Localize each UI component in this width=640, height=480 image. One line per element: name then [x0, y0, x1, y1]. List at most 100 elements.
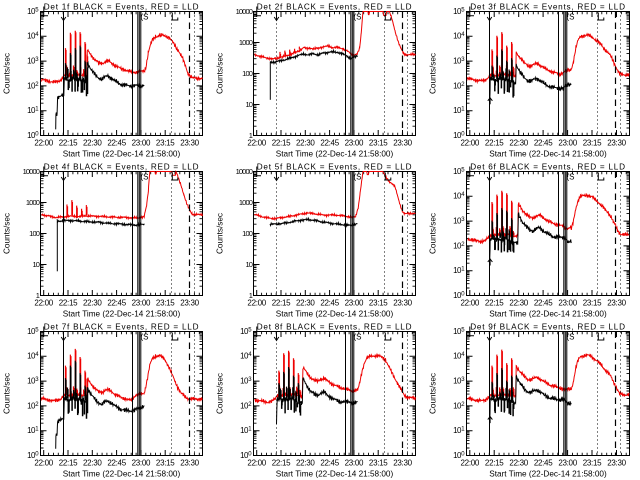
svg-text:23:15: 23:15 — [156, 299, 175, 308]
svg-text:23:00: 23:00 — [345, 459, 364, 468]
svg-text:Det 6f BLACK = Events, RED = L: Det 6f BLACK = Events, RED = LLD — [470, 163, 626, 172]
svg-text:1: 1 — [249, 291, 253, 300]
svg-text:10: 10 — [27, 131, 36, 140]
svg-text:23:30: 23:30 — [393, 139, 412, 148]
svg-text:Start Time (22-Dec-14 21:58:00: Start Time (22-Dec-14 21:58:00) — [489, 310, 607, 319]
svg-text:10000: 10000 — [23, 167, 40, 176]
svg-text:23:15: 23:15 — [583, 139, 602, 148]
svg-text:22:30: 22:30 — [296, 459, 315, 468]
svg-text:0: 0 — [35, 131, 39, 137]
svg-text:22:30: 22:30 — [83, 139, 102, 148]
svg-text:1000: 1000 — [239, 38, 253, 47]
svg-text:3: 3 — [461, 217, 465, 223]
svg-text:1: 1 — [461, 107, 465, 113]
svg-text:(S: (S — [141, 13, 149, 22]
svg-text:10: 10 — [453, 266, 462, 275]
svg-text:10: 10 — [453, 131, 462, 140]
svg-text:23:30: 23:30 — [607, 299, 626, 308]
svg-text:23:00: 23:00 — [132, 139, 151, 148]
svg-text:22:30: 22:30 — [509, 299, 528, 308]
svg-text:5: 5 — [461, 167, 465, 173]
svg-text:22:00: 22:00 — [461, 299, 480, 308]
svg-text:(S: (S — [567, 333, 575, 342]
svg-text:22:15: 22:15 — [485, 299, 504, 308]
svg-text:10: 10 — [453, 451, 462, 460]
svg-text:0: 0 — [35, 451, 39, 457]
svg-text:4: 4 — [461, 352, 465, 358]
svg-text:Det 1f BLACK = Events, RED = L: Det 1f BLACK = Events, RED = LLD — [44, 3, 200, 12]
svg-text:Det 4f BLACK = Events, RED = L: Det 4f BLACK = Events, RED = LLD — [44, 163, 200, 172]
svg-text:22:45: 22:45 — [320, 299, 339, 308]
svg-text:23:00: 23:00 — [558, 459, 577, 468]
svg-text:10: 10 — [453, 426, 462, 435]
svg-text:23:15: 23:15 — [369, 299, 388, 308]
svg-text:10: 10 — [27, 377, 36, 386]
svg-text:(S: (S — [567, 13, 575, 22]
svg-text:23:15: 23:15 — [369, 139, 388, 148]
svg-text:Det 5f BLACK = Events, RED = L: Det 5f BLACK = Events, RED = LLD — [257, 163, 413, 172]
svg-text:22:00: 22:00 — [34, 459, 53, 468]
svg-text:23:00: 23:00 — [132, 459, 151, 468]
svg-text:22:45: 22:45 — [107, 299, 126, 308]
svg-text:Det 7f BLACK = Events, RED = L: Det 7f BLACK = Events, RED = LLD — [44, 323, 200, 332]
svg-text:Counts/sec: Counts/sec — [429, 53, 438, 94]
svg-text:10: 10 — [453, 217, 462, 226]
svg-text:10: 10 — [453, 57, 462, 66]
svg-text:10: 10 — [32, 260, 39, 269]
svg-text:3: 3 — [461, 377, 465, 383]
svg-text:(S: (S — [567, 173, 575, 182]
svg-text:23:00: 23:00 — [132, 299, 151, 308]
svg-text:22:15: 22:15 — [272, 459, 291, 468]
svg-text:10: 10 — [453, 241, 462, 250]
svg-text:100: 100 — [242, 69, 253, 78]
svg-text:2: 2 — [35, 82, 39, 88]
svg-text:Start Time (22-Dec-14 21:58:00: Start Time (22-Dec-14 21:58:00) — [63, 470, 181, 479]
svg-text:2: 2 — [461, 82, 465, 88]
svg-text:3: 3 — [461, 57, 465, 63]
svg-text:Det 9f BLACK = Events, RED = L: Det 9f BLACK = Events, RED = LLD — [470, 323, 626, 332]
svg-text:3: 3 — [248, 377, 252, 383]
svg-text:4: 4 — [35, 352, 39, 358]
svg-text:22:30: 22:30 — [296, 299, 315, 308]
svg-text:4: 4 — [461, 32, 465, 38]
svg-text:5: 5 — [35, 327, 39, 333]
svg-text:22:00: 22:00 — [247, 299, 266, 308]
svg-text:23:30: 23:30 — [180, 139, 199, 148]
svg-text:23:15: 23:15 — [156, 459, 175, 468]
svg-text:23:00: 23:00 — [558, 299, 577, 308]
svg-text:2: 2 — [461, 242, 465, 248]
svg-text:10: 10 — [27, 57, 36, 66]
svg-text:10: 10 — [240, 352, 249, 361]
svg-text:10: 10 — [453, 106, 462, 115]
svg-text:22:00: 22:00 — [461, 139, 480, 148]
svg-text:Det 3f BLACK = Events, RED = L: Det 3f BLACK = Events, RED = LLD — [470, 3, 626, 12]
svg-text:Counts/sec: Counts/sec — [429, 213, 438, 254]
svg-text:Start Time (22-Dec-14 21:58:00: Start Time (22-Dec-14 21:58:00) — [276, 310, 394, 319]
svg-text:10: 10 — [27, 327, 36, 336]
svg-text:23:15: 23:15 — [583, 459, 602, 468]
svg-text:2: 2 — [461, 402, 465, 408]
svg-text:3: 3 — [35, 57, 39, 63]
svg-text:10: 10 — [27, 81, 36, 90]
svg-text:23:15: 23:15 — [583, 299, 602, 308]
svg-text:22:30: 22:30 — [509, 459, 528, 468]
svg-text:10: 10 — [453, 192, 462, 201]
svg-text:23:30: 23:30 — [393, 459, 412, 468]
svg-text:22:00: 22:00 — [247, 459, 266, 468]
svg-text:Counts/sec: Counts/sec — [216, 53, 225, 94]
svg-text:5: 5 — [35, 7, 39, 13]
svg-text:10000: 10000 — [236, 7, 253, 16]
svg-text:10: 10 — [453, 291, 462, 300]
svg-text:22:45: 22:45 — [107, 459, 126, 468]
svg-text:Det 8f BLACK = Events, RED = L: Det 8f BLACK = Events, RED = LLD — [257, 323, 413, 332]
svg-text:22:30: 22:30 — [83, 299, 102, 308]
svg-text:22:15: 22:15 — [485, 139, 504, 148]
svg-text:22:00: 22:00 — [461, 459, 480, 468]
svg-text:10: 10 — [27, 32, 36, 41]
svg-text:10: 10 — [453, 377, 462, 386]
svg-text:Counts/sec: Counts/sec — [3, 213, 12, 254]
svg-text:(S: (S — [141, 173, 149, 182]
svg-text:1: 1 — [35, 107, 39, 113]
svg-text:5: 5 — [248, 327, 252, 333]
svg-text:1: 1 — [461, 427, 465, 433]
